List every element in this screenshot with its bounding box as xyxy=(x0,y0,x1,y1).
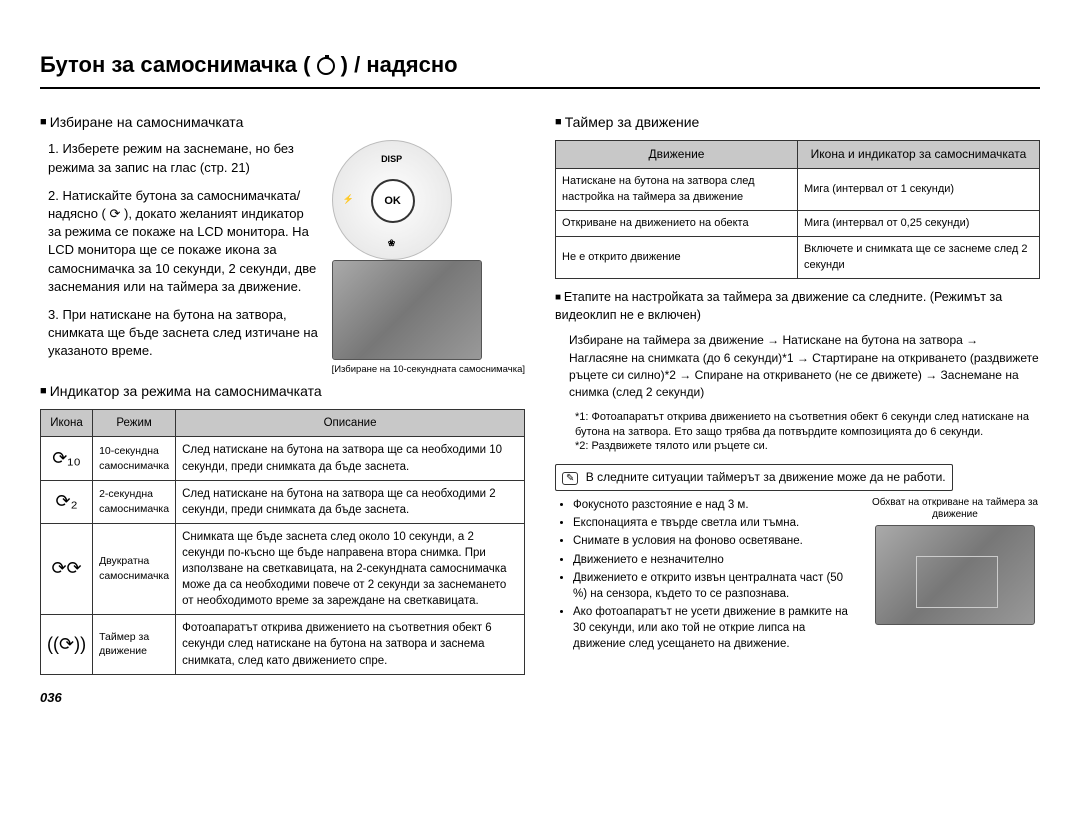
table-row: ⟳₂ 2-секундна самоснимачка След натискан… xyxy=(41,480,525,523)
flow-text: Избиране на таймера за движение → Натиск… xyxy=(569,332,1040,402)
th-motion: Движение xyxy=(556,141,798,169)
mode-desc: Снимката ще бъде заснета след около 10 с… xyxy=(176,523,525,614)
table-row: ⟳⟳ Двукратна самоснимачка Снимката ще бъ… xyxy=(41,523,525,614)
motion-desc: Не е открито движение xyxy=(556,237,798,279)
table-row: Не е открито движение Включете и снимкат… xyxy=(556,237,1040,279)
footnote-2: *2: Раздвижете тялото или ръцете си. xyxy=(575,439,1040,454)
dial-flash-icon: ⚡ xyxy=(343,193,354,206)
motion-desc: Натискане на бутона на затвора след наст… xyxy=(556,169,798,211)
title-prefix: Бутон за самоснимачка ( xyxy=(40,52,310,77)
lcd-preview-illustration xyxy=(332,260,482,360)
indicator-desc: Мига (интервал от 0,25 секунди) xyxy=(798,210,1040,236)
right-column: Таймер за движение Движение Икона и инди… xyxy=(555,107,1040,707)
note-text: В следните ситуации таймерът за движение… xyxy=(586,470,946,484)
mode-icon-double: ⟳⟳ xyxy=(41,523,93,614)
dial-disp-label: DISP xyxy=(333,153,451,166)
step-2: 2. Натискайте бутона за самоснимачката/н… xyxy=(48,187,320,296)
page-title: Бутон за самоснимачка ( ) / надясно xyxy=(40,50,1040,89)
page-number: 036 xyxy=(40,689,525,707)
list-item: Ако фотоапаратът не усети движение в рам… xyxy=(573,604,858,652)
motion-timer-table: Движение Икона и индикатор за самоснимач… xyxy=(555,140,1040,279)
mode-icon-2s: ⟳₂ xyxy=(41,480,93,523)
th-desc: Описание xyxy=(176,410,525,437)
detection-caption: Обхват на откриване на таймера за движен… xyxy=(870,497,1040,521)
th-indicator: Икона и индикатор за самоснимачката xyxy=(798,141,1040,169)
section-selecting-selftimer: Избиране на самоснимачката xyxy=(40,113,525,133)
mode-icon-10s: ⟳₁₀ xyxy=(41,437,93,480)
self-timer-icon xyxy=(317,57,335,75)
note-icon: ✎ xyxy=(562,472,578,485)
th-icon: Икона xyxy=(41,410,93,437)
step-1: 1. Изберете режим на заснемане, но без р… xyxy=(48,140,320,176)
table-row: ⟳₁₀ 10-секундна самоснимачка След натиск… xyxy=(41,437,525,480)
section-mode-indicator: Индикатор за режима на самоснимачката xyxy=(40,382,525,402)
mode-name: 2-секундна самоснимачка xyxy=(93,480,176,523)
lcd-caption: [Избиране на 10-секундната самоснимачка] xyxy=(332,364,525,375)
detection-range-figure: Обхват на откриване на таймера за движен… xyxy=(870,497,1040,654)
list-item: Движението е открито извън централната ч… xyxy=(573,570,858,602)
list-item: Снимате в условия на фоново осветяване. xyxy=(573,533,858,549)
note-box: ✎ В следните ситуации таймерът за движен… xyxy=(555,464,953,491)
left-column: Избиране на самоснимачката 1. Изберете р… xyxy=(40,107,525,707)
table-row: Откриване на движението на обекта Мига (… xyxy=(556,210,1040,236)
control-dial-illustration: DISP OK ⚡ ❀ xyxy=(332,140,452,260)
mode-desc: След натискане на бутона на затвора ще с… xyxy=(176,480,525,523)
mode-name: Двукратна самоснимачка xyxy=(93,523,176,614)
mode-name: Таймер за движение xyxy=(93,615,176,674)
th-mode: Режим xyxy=(93,410,176,437)
mode-icon-motion: ((⟳)) xyxy=(41,615,93,674)
selftimer-mode-table: Икона Режим Описание ⟳₁₀ 10-секундна сам… xyxy=(40,409,525,674)
step-3: 3. При натискане на бутона на затвора, с… xyxy=(48,306,320,361)
section-motion-timer: Таймер за движение xyxy=(555,113,1040,133)
illustration-stack: DISP OK ⚡ ❀ [Избиране на 10-секундната с… xyxy=(332,140,525,375)
indicator-desc: Включете и снимката ще се заснеме след 2… xyxy=(798,237,1040,279)
table-row: Натискане на бутона на затвора след наст… xyxy=(556,169,1040,211)
list-item: Фокусното разстояние е над 3 м. xyxy=(573,497,858,513)
mode-desc: След натискане на бутона на затвора ще с… xyxy=(176,437,525,480)
detection-range-illustration xyxy=(875,525,1035,625)
footnote-1: *1: Фотоапаратът открива движението на с… xyxy=(575,410,1040,440)
list-item: Движението е незначително xyxy=(573,552,858,568)
indicator-desc: Мига (интервал от 1 секунди) xyxy=(798,169,1040,211)
mode-name: 10-секундна самоснимачка xyxy=(93,437,176,480)
table-row: ((⟳)) Таймер за движение Фотоапаратът от… xyxy=(41,615,525,674)
dial-macro-icon: ❀ xyxy=(333,237,451,250)
dial-ok-label: OK xyxy=(371,179,415,223)
title-suffix: ) / надясно xyxy=(341,52,458,77)
list-item: Експонацията е твърде светла или тъмна. xyxy=(573,515,858,531)
mode-desc: Фотоапаратът открива движението на съотв… xyxy=(176,615,525,674)
limitations-list: Фокусното разстояние е над 3 м. Експонац… xyxy=(573,497,858,654)
stages-intro: Етапите на настройката за таймера за дви… xyxy=(555,289,1040,324)
motion-desc: Откриване на движението на обекта xyxy=(556,210,798,236)
